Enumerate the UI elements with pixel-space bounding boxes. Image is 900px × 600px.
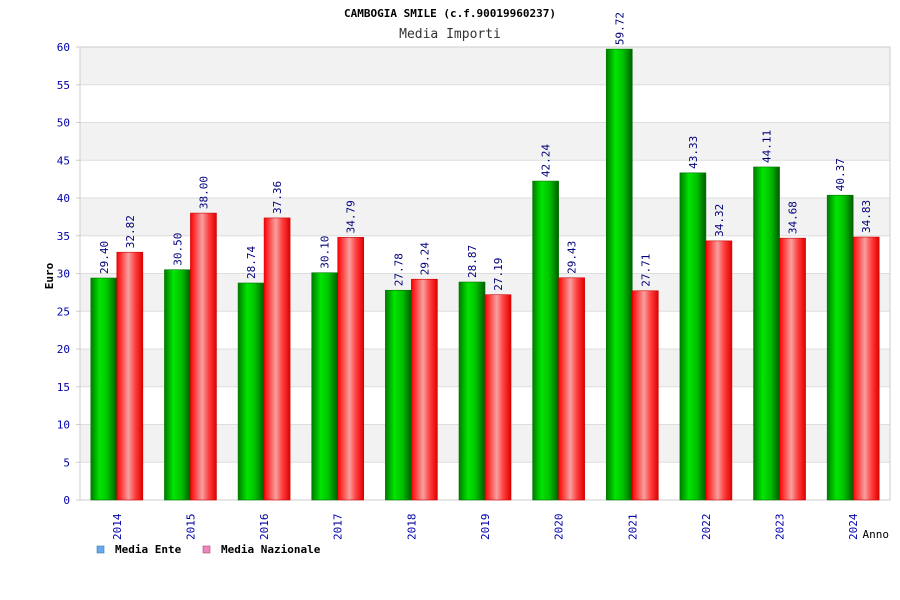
y-tick-label: 50 — [57, 117, 70, 130]
bar-media-nazionale-2020 — [558, 277, 585, 501]
x-axis-label: Anno — [863, 528, 890, 541]
data-label: 44.11 — [761, 130, 774, 163]
bar-media-ente-2018 — [385, 289, 412, 501]
bar-media-ente-2014 — [90, 277, 118, 501]
x-tick-label: 2019 — [479, 514, 492, 541]
bar-media-nazionale-2024 — [852, 236, 880, 501]
y-tick-label: 10 — [57, 419, 70, 432]
x-tick-label: 2014 — [111, 513, 124, 540]
x-tick-label: 2024 — [847, 513, 860, 540]
y-tick-label: 0 — [63, 494, 70, 507]
data-label: 32.82 — [124, 215, 137, 248]
grid-band — [80, 84, 890, 123]
bar-media-ente-2019 — [458, 281, 486, 501]
data-label: 28.74 — [245, 246, 258, 279]
data-label: 34.79 — [345, 200, 358, 233]
chart-subtitle: Media Importi — [399, 27, 501, 42]
bar-media-nazionale-2021 — [631, 290, 659, 501]
x-axis-ticks: 2014 2015 2016 2017 2018 2019 2020 2021 2022 2023… — [111, 513, 860, 540]
data-label: 42.24 — [540, 144, 553, 177]
y-tick-label: 45 — [57, 154, 70, 167]
bar-media-ente-2024 — [826, 194, 854, 501]
bar-media-ente-2023 — [753, 166, 780, 501]
bars — [90, 48, 880, 501]
x-tick-label: 2017 — [332, 514, 345, 541]
bar-media-nazionale-2022 — [705, 240, 733, 501]
bar-media-ente-2015 — [164, 269, 191, 501]
legend-swatch-media-nazionale — [202, 545, 211, 554]
x-tick-label: 2022 — [700, 514, 713, 541]
x-tick-label: 2016 — [258, 514, 271, 541]
bar-media-ente-2021 — [605, 48, 633, 501]
bar-media-ente-2022 — [679, 172, 707, 501]
data-label: 34.68 — [787, 201, 800, 234]
bar-media-nazionale-2016 — [263, 217, 291, 501]
x-tick-label: 2023 — [774, 514, 787, 541]
x-tick-label: 2018 — [405, 514, 418, 541]
bar-media-nazionale-2018 — [411, 278, 438, 501]
data-label: 40.37 — [834, 158, 847, 191]
bar-media-nazionale-2023 — [779, 237, 806, 501]
data-labels: 29.40 32.82 30.50 38.00 28.74 37.36 30.10 34.79… — [98, 12, 873, 291]
bar-media-nazionale-2019 — [484, 294, 512, 501]
data-label: 28.87 — [466, 245, 479, 278]
y-axis-label: Euro — [43, 262, 56, 289]
data-label: 34.32 — [713, 204, 726, 237]
legend: Media Ente Media Nazionale — [96, 543, 321, 556]
legend-swatch-media-ente — [96, 545, 105, 554]
data-label: 29.43 — [566, 241, 579, 274]
data-label: 30.50 — [171, 233, 184, 266]
data-label: 38.00 — [197, 176, 210, 209]
y-tick-label: 35 — [57, 230, 70, 243]
grid-band — [80, 122, 890, 161]
x-tick-label: 2021 — [626, 514, 639, 541]
bar-media-ente-2016 — [237, 282, 265, 501]
bar-media-nazionale-2014 — [116, 251, 144, 501]
data-label: 29.24 — [418, 242, 431, 275]
y-tick-label: 55 — [57, 79, 70, 92]
bar-media-nazionale-2017 — [337, 237, 365, 501]
y-tick-label: 30 — [57, 268, 70, 281]
x-tick-label: 2020 — [553, 514, 566, 541]
data-label: 27.71 — [639, 254, 652, 287]
data-label: 30.10 — [319, 236, 332, 269]
legend-label-media-nazionale: Media Nazionale — [221, 543, 321, 556]
y-tick-label: 20 — [57, 343, 70, 356]
data-label: 29.40 — [98, 241, 111, 274]
data-label: 37.36 — [271, 181, 284, 214]
bar-media-nazionale-2015 — [190, 212, 217, 501]
data-label: 27.78 — [392, 253, 405, 286]
bar-media-ente-2017 — [311, 272, 339, 501]
y-tick-label: 5 — [63, 456, 70, 469]
data-label: 59.72 — [613, 12, 626, 45]
y-tick-label: 15 — [57, 381, 70, 394]
y-axis-ticks: 0 5 10 15 20 25 30 35 40 45 50 55 60 — [57, 41, 70, 507]
chart-title: CAMBOGIA SMILE (c.f.90019960237) — [344, 7, 556, 20]
data-label: 43.33 — [687, 136, 700, 169]
y-tick-label: 60 — [57, 41, 70, 54]
grid-band — [80, 47, 890, 85]
y-tick-label: 40 — [57, 192, 70, 205]
data-label: 27.19 — [492, 258, 505, 291]
x-tick-label: 2015 — [184, 514, 197, 541]
bar-media-ente-2020 — [532, 180, 559, 501]
legend-label-media-ente: Media Ente — [115, 543, 182, 556]
data-label: 34.83 — [860, 200, 873, 233]
y-tick-label: 25 — [57, 305, 70, 318]
